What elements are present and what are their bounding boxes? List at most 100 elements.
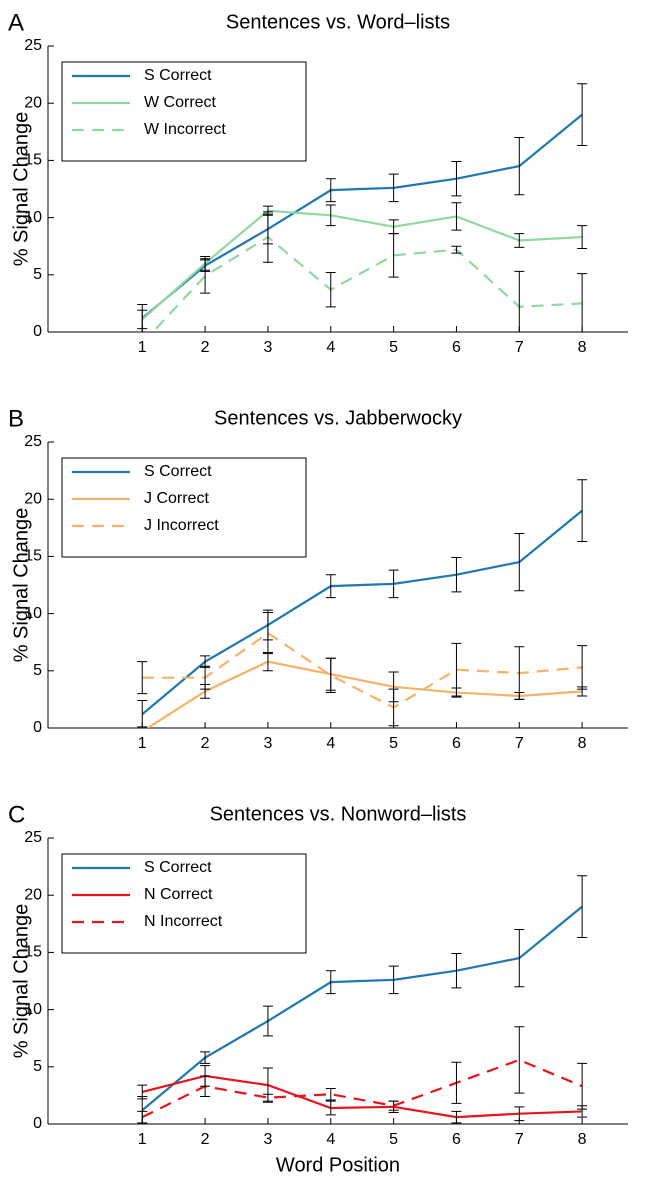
x-tick-label: 2 xyxy=(201,735,210,752)
x-tick-label: 8 xyxy=(578,339,587,356)
series-line xyxy=(141,113,583,320)
y-tick-label: 15 xyxy=(24,152,42,169)
error-bar xyxy=(137,1110,148,1124)
error-bar xyxy=(514,233,525,248)
legend-box xyxy=(61,457,307,558)
legend-label: N Incorrect xyxy=(144,913,223,930)
y-tick-label: 0 xyxy=(33,323,42,340)
series-line xyxy=(142,631,583,709)
legend: S Correct N Correct N Incorrect xyxy=(61,853,307,954)
error-bar xyxy=(325,1088,336,1101)
x-tick-label: 5 xyxy=(389,735,398,752)
x-tick-label: 6 xyxy=(452,735,461,752)
x-tick-label: 4 xyxy=(326,339,335,356)
legend: S Correct W Correct W Incorrect xyxy=(61,61,307,162)
legend-label: S Correct xyxy=(144,67,212,84)
plot-area xyxy=(137,83,588,332)
error-bar xyxy=(451,245,462,254)
error-bar xyxy=(451,1061,462,1104)
y-axis-label: % Signal Change xyxy=(10,904,32,1059)
y-tick-label: 5 xyxy=(33,266,42,283)
y-tick-label: 25 xyxy=(24,37,42,54)
error-bar xyxy=(451,642,462,697)
x-tick-label: 5 xyxy=(389,339,398,356)
x-tick-label: 1 xyxy=(138,339,147,356)
y-tick-label: 25 xyxy=(24,829,42,846)
error-bar xyxy=(451,557,462,593)
error-bar xyxy=(200,1075,211,1098)
error-bar xyxy=(137,726,148,728)
panel: C Sentences vs. Nonword–lists % Signal Cha… xyxy=(8,801,628,1176)
error-bar xyxy=(577,875,588,939)
y-tick-label: 0 xyxy=(33,1115,42,1132)
y-tick-label: 0 xyxy=(33,719,42,736)
series-line xyxy=(141,509,583,716)
error-bar xyxy=(325,970,336,995)
x-tick-label: 7 xyxy=(515,735,524,752)
error-bar xyxy=(514,137,525,196)
error-bar xyxy=(137,700,148,728)
error-bar xyxy=(577,645,588,690)
error-bar xyxy=(514,1106,525,1122)
error-bar xyxy=(325,657,336,694)
x-tick-label: 6 xyxy=(452,1131,461,1148)
x-tick-label: 3 xyxy=(263,339,272,356)
y-tick-label: 5 xyxy=(33,1058,42,1075)
error-bar xyxy=(325,272,336,308)
x-tick-label: 2 xyxy=(201,339,210,356)
error-bar xyxy=(514,270,525,332)
error-bar xyxy=(514,929,525,988)
error-bar xyxy=(325,178,336,203)
y-tick-label: 15 xyxy=(24,548,42,565)
x-tick-label: 4 xyxy=(326,735,335,752)
y-axis-label: % Signal Change xyxy=(10,508,32,663)
legend-label: N Correct xyxy=(144,886,213,903)
panel-label: A xyxy=(8,9,24,36)
y-tick-label: 10 xyxy=(24,605,42,622)
legend-label: S Correct xyxy=(144,859,212,876)
error-bar xyxy=(451,202,462,231)
plot-area xyxy=(137,875,588,1124)
x-tick-label: 4 xyxy=(326,1131,335,1148)
y-tick-label: 25 xyxy=(24,433,42,450)
legend-box xyxy=(61,853,307,954)
error-bar xyxy=(577,1062,588,1110)
error-bar xyxy=(262,1005,273,1037)
x-tick-label: 8 xyxy=(578,1131,587,1148)
error-bar xyxy=(514,533,525,592)
x-tick-label: 7 xyxy=(515,1131,524,1148)
legend-label: W Incorrect xyxy=(144,121,226,138)
y-tick-label: 15 xyxy=(24,944,42,961)
error-bar xyxy=(200,258,211,294)
y-tick-label: 20 xyxy=(24,490,42,507)
error-bar xyxy=(200,665,211,690)
legend-label: S Correct xyxy=(144,463,212,480)
y-tick-label: 5 xyxy=(33,662,42,679)
error-bar xyxy=(451,953,462,989)
chart-title: Sentences vs. Nonword–lists xyxy=(210,803,467,825)
error-bar xyxy=(200,1051,211,1064)
chart-title: Sentences vs. Jabberwocky xyxy=(214,407,462,429)
series-line xyxy=(151,235,583,332)
error-bar xyxy=(262,211,273,263)
error-bar xyxy=(451,161,462,197)
error-bar xyxy=(577,479,588,543)
x-tick-label: 5 xyxy=(389,1131,398,1148)
y-tick-label: 20 xyxy=(24,886,42,903)
error-bar xyxy=(388,1100,399,1111)
y-tick-label: 20 xyxy=(24,94,42,111)
y-tick-label: 10 xyxy=(24,209,42,226)
legend-label: J Correct xyxy=(144,490,209,507)
error-bar xyxy=(137,309,148,330)
x-tick-label: 3 xyxy=(263,735,272,752)
error-bar xyxy=(388,173,399,203)
error-bar xyxy=(451,1110,462,1124)
legend-box xyxy=(61,61,307,162)
error-bar xyxy=(325,574,336,599)
error-bar xyxy=(388,569,399,599)
error-bar xyxy=(388,233,399,278)
panel-label: C xyxy=(8,801,25,828)
series-line xyxy=(141,905,583,1112)
legend-label: J Incorrect xyxy=(144,517,219,534)
